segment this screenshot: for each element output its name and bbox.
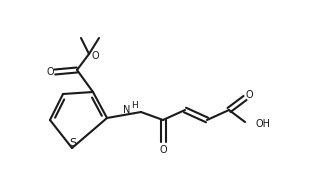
Text: O: O [91,51,99,61]
Text: O: O [159,145,167,155]
Text: OH: OH [255,119,270,129]
Text: H: H [131,101,137,110]
Text: O: O [46,67,54,77]
Text: N: N [123,105,131,115]
Text: S: S [69,138,77,148]
Text: O: O [245,90,253,100]
